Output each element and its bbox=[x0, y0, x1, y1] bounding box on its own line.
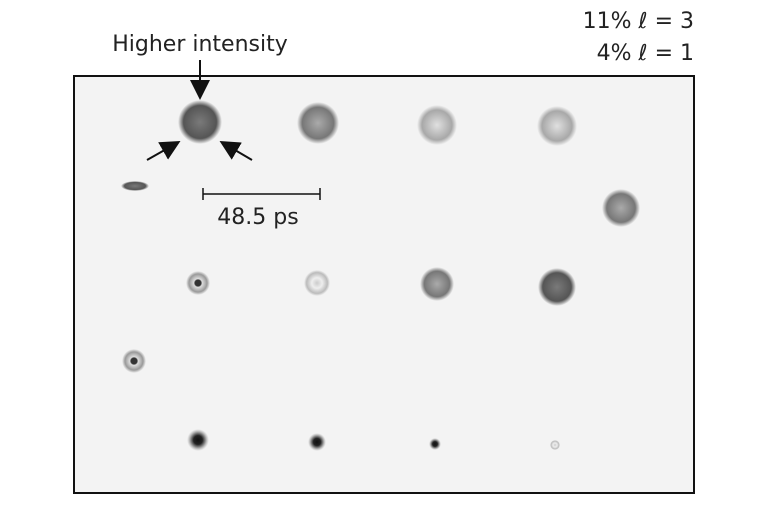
spot bbox=[420, 267, 454, 301]
scale-bar bbox=[202, 188, 321, 200]
spot bbox=[297, 102, 339, 144]
spot bbox=[429, 438, 441, 450]
spot bbox=[178, 100, 222, 144]
spot bbox=[537, 106, 577, 146]
spot bbox=[550, 440, 560, 450]
spot bbox=[417, 105, 457, 145]
spot bbox=[602, 189, 640, 227]
spot bbox=[186, 271, 210, 295]
mode-label: 11% ℓ = 3 bbox=[583, 9, 694, 34]
spot bbox=[304, 270, 330, 296]
spots bbox=[121, 100, 640, 451]
spot bbox=[121, 181, 149, 191]
image-frame bbox=[73, 75, 695, 494]
scale-bar-label: 48.5 ps bbox=[217, 205, 298, 230]
mode-label: 4% ℓ = 1 bbox=[597, 41, 694, 66]
pointer-label: Higher intensity bbox=[112, 32, 288, 57]
arrow bbox=[219, 140, 253, 161]
arrow bbox=[146, 141, 181, 161]
spot bbox=[122, 349, 146, 373]
spot bbox=[187, 429, 209, 451]
spot bbox=[308, 433, 326, 451]
spot bbox=[538, 268, 576, 306]
